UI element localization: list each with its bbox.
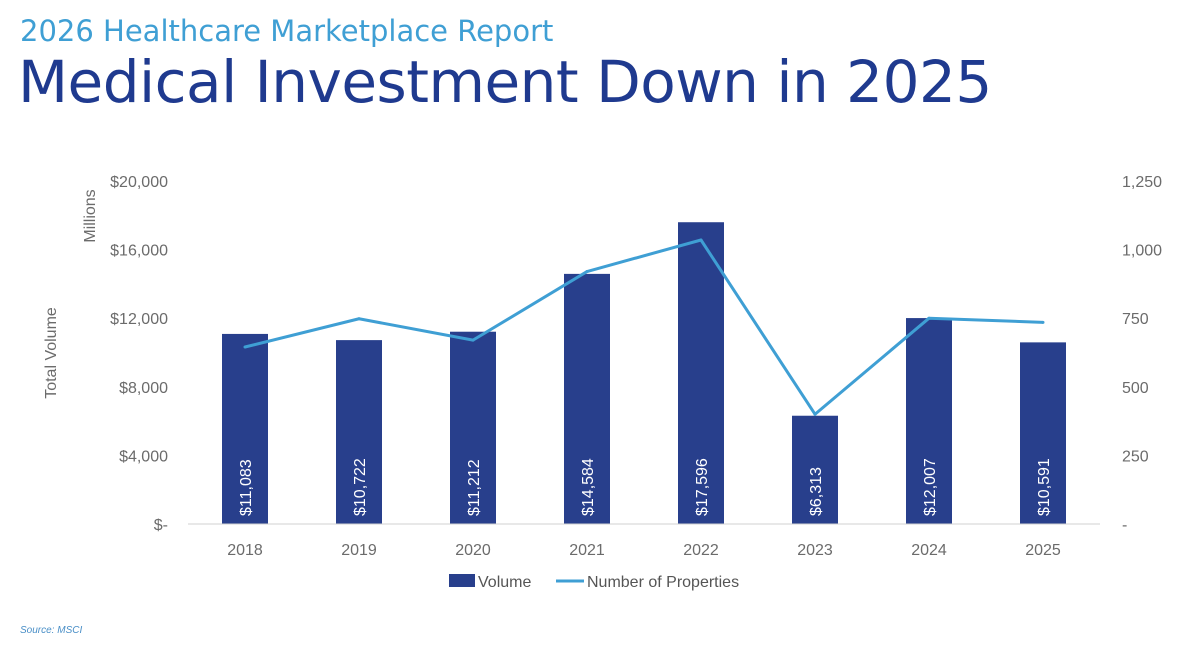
y-axis-title: Total Volume bbox=[43, 307, 60, 399]
x-tick-label: 2025 bbox=[1025, 542, 1061, 559]
y-left-tick-label: $12,000 bbox=[110, 311, 168, 328]
number-of-properties-point bbox=[471, 338, 475, 342]
volume-bar-label: $11,212 bbox=[466, 459, 483, 516]
volume-bar-label: $6,313 bbox=[808, 467, 825, 516]
y-right-tick-label: - bbox=[1122, 517, 1127, 534]
y-right-tick-label: 750 bbox=[1122, 311, 1149, 328]
volume-bar bbox=[1020, 342, 1066, 524]
volume-bar-label: $10,591 bbox=[1036, 458, 1053, 516]
volume-bar bbox=[336, 340, 382, 524]
y-right-tick-label: 1,250 bbox=[1122, 174, 1162, 191]
y-left-tick-label: $16,000 bbox=[110, 243, 168, 260]
report-kicker: 2026 Healthcare Marketplace Report bbox=[20, 14, 554, 48]
volume-bar bbox=[906, 318, 952, 524]
volume-bar bbox=[222, 333, 268, 524]
y-axis-units-label: Millions bbox=[82, 189, 99, 242]
y-left-tick-label: $8,000 bbox=[119, 380, 168, 397]
volume-bar-label: $12,007 bbox=[922, 458, 939, 516]
number-of-properties-line bbox=[244, 238, 1044, 416]
volume-bar-label: $14,584 bbox=[580, 458, 597, 516]
x-tick-label: 2018 bbox=[227, 542, 263, 559]
volume-bar-label: $17,596 bbox=[694, 458, 711, 516]
y-right-tick-label: 1,000 bbox=[1122, 243, 1162, 260]
source-note: Source: MSCI bbox=[20, 625, 83, 636]
x-tick-label: 2019 bbox=[341, 542, 377, 559]
volume-bar bbox=[564, 273, 610, 524]
legend-volume-swatch bbox=[449, 574, 475, 587]
number-of-properties-point bbox=[699, 238, 703, 242]
x-tick-label: 2020 bbox=[455, 542, 491, 559]
number-of-properties-point bbox=[243, 345, 247, 349]
y-right-tick-label: 500 bbox=[1122, 380, 1149, 397]
y-left-tick-label: $20,000 bbox=[110, 174, 168, 191]
x-tick-label: 2022 bbox=[683, 542, 719, 559]
number-of-properties-point bbox=[357, 317, 361, 321]
volume-bar bbox=[792, 415, 838, 524]
volume-bar-label: $11,083 bbox=[238, 459, 255, 516]
y-left-tick-label: $- bbox=[154, 517, 168, 534]
volume-bar-label: $10,722 bbox=[352, 458, 369, 516]
number-of-properties-point bbox=[927, 316, 931, 320]
number-of-properties-point bbox=[813, 412, 817, 416]
volume-bar bbox=[450, 331, 496, 524]
x-tick-label: 2023 bbox=[797, 542, 833, 559]
y-left-tick-label: $4,000 bbox=[119, 448, 168, 465]
y-right-tick-label: 250 bbox=[1122, 448, 1149, 465]
x-tick-label: 2021 bbox=[569, 542, 605, 559]
number-of-properties-point bbox=[1041, 320, 1045, 324]
legend-volume-label: Volume bbox=[478, 574, 531, 591]
legend-properties-label: Number of Properties bbox=[587, 574, 739, 591]
volume-bar bbox=[678, 222, 724, 524]
x-tick-label: 2024 bbox=[911, 542, 947, 559]
number-of-properties-point bbox=[585, 270, 589, 274]
page-title: Medical Investment Down in 2025 bbox=[18, 48, 992, 116]
